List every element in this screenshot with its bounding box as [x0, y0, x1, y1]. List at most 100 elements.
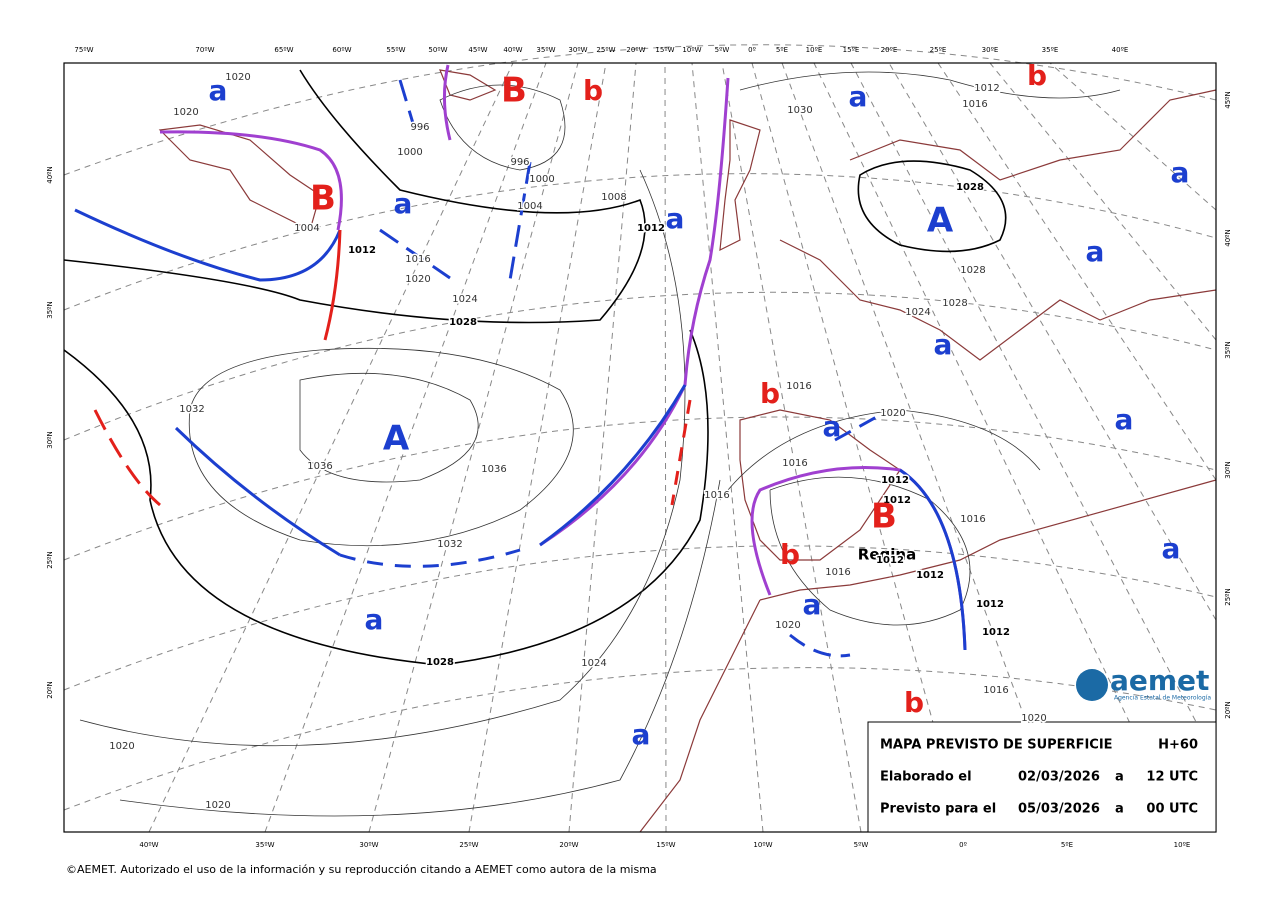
- pressure-center: a: [803, 588, 822, 621]
- isobar-label: 1012: [982, 627, 1010, 638]
- latitude-label: 25ºN: [46, 551, 54, 568]
- isobar-label: 1024: [452, 294, 477, 305]
- warm-front-dashed: [93, 409, 161, 507]
- cold-front: [899, 468, 967, 651]
- isobar-label: 1012: [876, 555, 904, 566]
- info-valid-time: 00 UTC: [1146, 802, 1198, 817]
- info-title: MAPA PREVISTO DE SUPERFICIE: [880, 738, 1113, 753]
- logo-icon: [1076, 669, 1108, 701]
- pressure-center: a: [209, 74, 228, 107]
- isobar-label: 1028: [449, 317, 477, 328]
- pressure-center: a: [1171, 156, 1190, 189]
- latitude-label: 40ºN: [46, 166, 54, 183]
- isobar-label: 1016: [782, 458, 807, 469]
- pressure-center: B: [501, 71, 527, 111]
- isobar-label: 1016: [825, 567, 850, 578]
- pressure-center: B: [871, 497, 897, 537]
- isobar-label: 1012: [974, 83, 999, 94]
- longitude-label: 0º: [748, 46, 756, 54]
- longitude-label: 40ºE: [1112, 46, 1129, 54]
- trough: [379, 79, 532, 281]
- pressure-center: a: [666, 202, 685, 235]
- isobar-label: 1028: [960, 265, 985, 276]
- pressure-center: b: [904, 686, 924, 719]
- pressure-center: a: [394, 187, 413, 220]
- longitude-label: 15ºE: [843, 46, 860, 54]
- latitude-label: 40ºN: [1224, 229, 1232, 246]
- isobar-label: 1004: [294, 223, 319, 234]
- cold-front: [174, 426, 341, 557]
- isobar-label: 1024: [581, 658, 606, 669]
- info-made-time: 12 UTC: [1146, 770, 1198, 785]
- info-valid-a: a: [1115, 802, 1124, 817]
- longitude-label: 5ºW: [854, 841, 869, 849]
- info-box: [867, 721, 1217, 833]
- pressure-center: B: [310, 179, 336, 219]
- graticule: [63, 44, 1217, 833]
- isobar-label: 1020: [225, 72, 250, 83]
- longitude-label: 30ºE: [982, 46, 999, 54]
- isobars: [63, 69, 1121, 817]
- isobar-label: 1016: [405, 254, 430, 265]
- longitude-label: 5ºE: [776, 46, 788, 54]
- longitude-label: 75ºW: [74, 46, 93, 54]
- isobar-label: 1020: [405, 274, 430, 285]
- longitude-label: 35ºW: [255, 841, 274, 849]
- latitude-label: 30ºN: [46, 431, 54, 448]
- warm-front: [323, 229, 342, 341]
- pressure-center: a: [849, 80, 868, 113]
- isobar-label: 1036: [481, 464, 506, 475]
- info-valid-label: Previsto para el: [880, 802, 996, 817]
- longitude-label: 40ºW: [139, 841, 158, 849]
- stationary-front: [339, 548, 521, 568]
- isobar-label: 1012: [881, 475, 909, 486]
- isobar-label: 1020: [205, 800, 230, 811]
- longitude-label: 20ºW: [559, 841, 578, 849]
- latitude-label: 45ºN: [1224, 91, 1232, 108]
- longitude-label: 25ºE: [930, 46, 947, 54]
- info-made-date: 02/03/2026: [1018, 770, 1100, 785]
- isobar-label: 996: [410, 122, 429, 133]
- longitude-label: 40ºW: [503, 46, 522, 54]
- isobar-label: 1032: [179, 404, 204, 415]
- info-valid-date: 05/03/2026: [1018, 802, 1100, 817]
- isobar-label: 1004: [517, 201, 542, 212]
- isobar-label: 1016: [704, 490, 729, 501]
- isobar-label: 1012: [976, 599, 1004, 610]
- longitude-label: 25ºW: [459, 841, 478, 849]
- latitude-label: 20ºN: [1224, 701, 1232, 718]
- longitude-label: 20ºW: [626, 46, 645, 54]
- longitude-label: 45ºW: [468, 46, 487, 54]
- longitude-label: 55ºW: [386, 46, 405, 54]
- info-step: H+60: [1158, 738, 1198, 753]
- pressure-center: a: [632, 718, 651, 751]
- occluded-front: [442, 64, 452, 141]
- pressure-center: a: [823, 410, 842, 443]
- isobar-label: 1032: [437, 539, 462, 550]
- latitude-label: 35ºN: [1224, 341, 1232, 358]
- isobar-label: 1008: [601, 192, 626, 203]
- isobar-label: 1020: [173, 107, 198, 118]
- isobar-label: 1000: [529, 174, 554, 185]
- isobar-label: 1020: [775, 620, 800, 631]
- longitude-label: 10ºW: [753, 841, 772, 849]
- fronts: [74, 64, 967, 658]
- longitude-label: 70ºW: [195, 46, 214, 54]
- isobar-label: 1012: [883, 495, 911, 506]
- pressure-center: b: [780, 538, 800, 571]
- pressure-center: a: [934, 328, 953, 361]
- longitude-label: 20ºE: [881, 46, 898, 54]
- info-made-label: Elaborado el: [880, 770, 972, 785]
- longitude-label: 30ºW: [568, 46, 587, 54]
- logo-name: aemet: [1110, 664, 1209, 697]
- longitude-label: 10ºE: [1174, 841, 1191, 849]
- isobar-label: 1016: [786, 381, 811, 392]
- isobar-label: 1016: [962, 99, 987, 110]
- longitude-label: 35ºE: [1042, 46, 1059, 54]
- isobar-label: 1020: [1021, 713, 1046, 724]
- latitude-label: 20ºN: [46, 681, 54, 698]
- isobar-label: 1012: [637, 223, 665, 234]
- pressure-center: a: [365, 603, 384, 636]
- longitude-label: 15ºW: [656, 841, 675, 849]
- map-frame: [63, 62, 1217, 833]
